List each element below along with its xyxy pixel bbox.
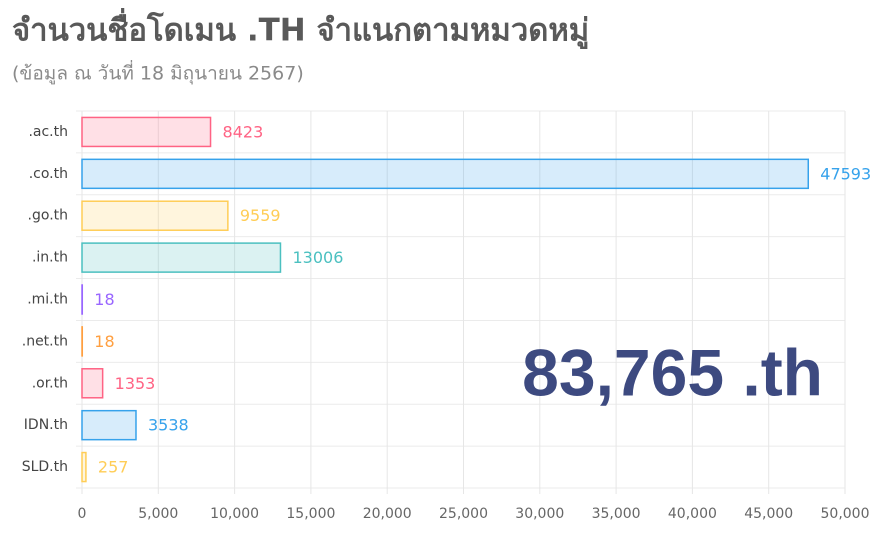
y-tick-label: .mi.th [27,292,68,308]
x-tick-label: 20,000 [363,506,412,522]
y-tick-label: IDN.th [24,417,68,433]
x-tick-label: 15,000 [286,506,335,522]
chart-subtitle: (ข้อมูล ณ วันที่ 18 มิถุนายน 2567) [12,60,304,86]
y-tick-label: .ac.th [28,124,68,140]
y-tick-label: .co.th [29,166,68,182]
value-label: 18 [94,290,114,309]
chart-title: จำนวนชื่อโดเมน .TH จำแนกตามหมวดหมู่ [12,8,589,50]
bar [81,200,229,231]
value-label: 9559 [240,206,281,225]
y-tick-label: .go.th [28,208,68,224]
y-tick-label: .or.th [32,375,68,391]
x-tick-label: 40,000 [668,506,717,522]
annotation: 83,765 .th [522,335,823,409]
bar [81,242,282,273]
y-tick-label: .net.th [22,333,68,349]
bar [81,451,87,483]
bar [81,116,212,148]
bar [81,409,137,441]
value-label: 3538 [148,416,189,435]
value-label: 1353 [115,374,156,393]
bar [81,368,104,399]
value-label: 47593 [820,164,871,183]
value-label: 257 [98,458,129,477]
value-label: 8423 [223,122,264,141]
x-tick-label: 35,000 [592,506,641,522]
x-tick-label: 30,000 [515,506,564,522]
value-label: 18 [94,332,114,351]
x-tick-label: 50,000 [821,506,870,522]
x-tick-label: 45,000 [744,506,793,522]
bar [81,158,810,190]
y-tick-label: .in.th [32,250,68,266]
x-tick-label: 10,000 [210,506,259,522]
value-label: 13006 [292,248,343,267]
x-tick-label: 0 [78,506,87,522]
x-tick-label: 25,000 [439,506,488,522]
x-tick-label: 5,000 [138,506,178,522]
y-tick-label: SLD.th [22,459,68,475]
